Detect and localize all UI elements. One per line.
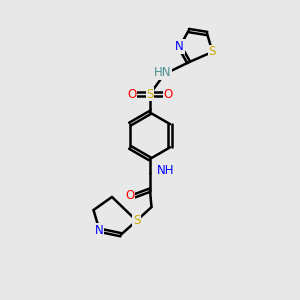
Text: N: N — [95, 224, 104, 237]
Text: O: O — [127, 88, 136, 100]
Text: O: O — [164, 88, 173, 100]
Text: N: N — [175, 40, 184, 53]
Text: NH: NH — [157, 164, 174, 177]
Text: S: S — [133, 214, 140, 227]
Text: S: S — [209, 45, 216, 58]
Text: O: O — [125, 189, 135, 202]
Text: HN: HN — [154, 66, 172, 79]
Text: S: S — [146, 88, 154, 100]
